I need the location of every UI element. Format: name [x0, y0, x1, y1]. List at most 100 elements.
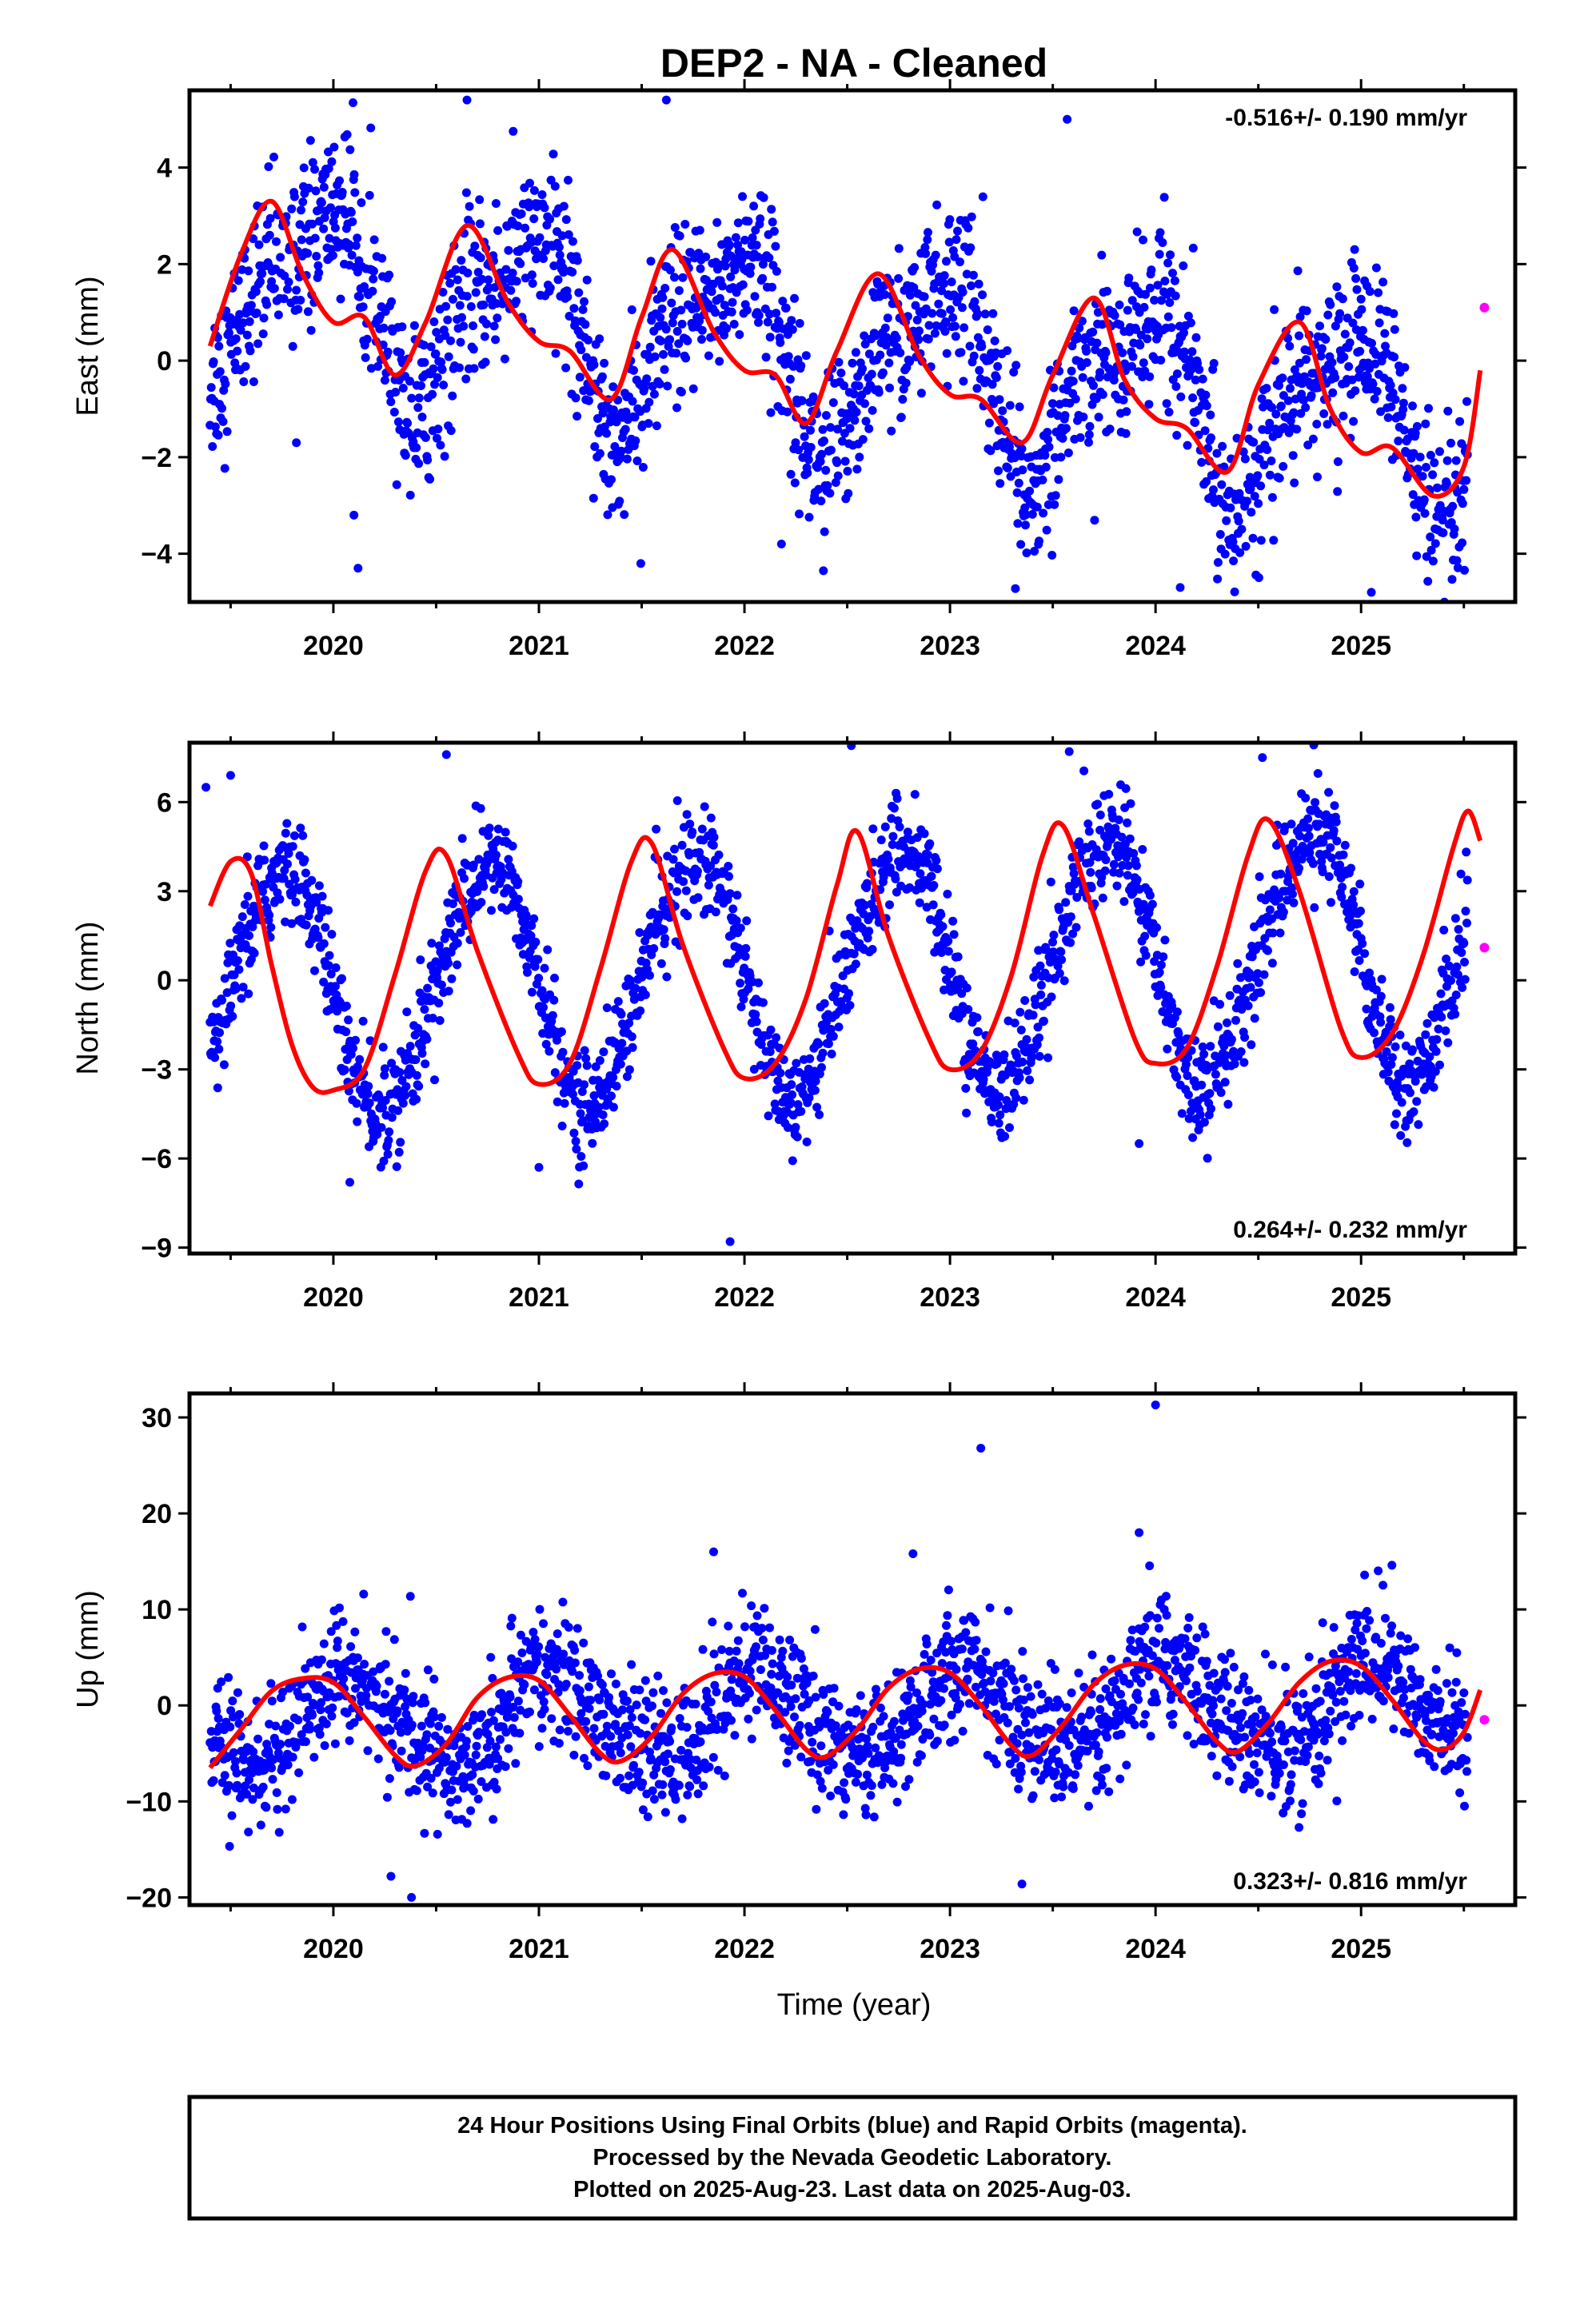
data-point: [551, 182, 560, 191]
data-point: [815, 1110, 824, 1119]
data-point: [320, 183, 329, 192]
x-tick-label: 2020: [303, 1282, 364, 1313]
data-point: [1254, 499, 1263, 508]
data-point: [569, 1751, 578, 1760]
data-point: [1411, 512, 1420, 521]
data-point: [1353, 285, 1362, 294]
data-point: [651, 353, 660, 361]
rate-annotation: 0.264+/- 0.232 mm/yr: [1233, 1217, 1467, 1243]
data-point: [249, 377, 258, 386]
data-point: [1386, 381, 1395, 389]
data-point: [1103, 287, 1111, 296]
data-point: [1039, 508, 1047, 517]
data-point: [345, 1736, 354, 1745]
data-point: [942, 257, 951, 265]
data-point: [359, 302, 368, 311]
data-point: [207, 383, 216, 392]
data-point: [337, 295, 345, 304]
data-point: [1015, 479, 1023, 488]
data-point: [484, 276, 493, 285]
data-point: [1037, 981, 1046, 990]
data-point: [1163, 1045, 1171, 1054]
data-point: [1229, 556, 1238, 565]
data-point: [636, 559, 645, 568]
data-point: [528, 270, 537, 279]
data-point: [413, 1786, 421, 1795]
data-point: [390, 1635, 399, 1644]
data-point: [1221, 1078, 1230, 1086]
data-point: [1242, 542, 1251, 551]
data-point: [331, 1740, 340, 1748]
data-point: [1113, 882, 1122, 891]
data-point: [1375, 318, 1384, 327]
data-point: [708, 287, 716, 296]
data-point: [659, 350, 668, 359]
data-point: [836, 369, 845, 377]
y-tick-label: −9: [141, 1234, 172, 1264]
data-point: [1179, 261, 1187, 270]
data-point: [1122, 429, 1131, 438]
x-tick-label: 2022: [714, 1282, 775, 1313]
data-point: [724, 1622, 732, 1631]
data-point: [1443, 456, 1452, 465]
data-point-outlier: [292, 438, 301, 447]
data-point: [1115, 301, 1124, 309]
data-point: [1344, 362, 1353, 371]
data-point: [928, 872, 936, 881]
data-point: [208, 442, 217, 451]
data-point: [1195, 365, 1203, 374]
data-point: [579, 1162, 588, 1170]
data-point: [1243, 496, 1251, 505]
data-point: [515, 1729, 524, 1738]
data-point: [953, 227, 962, 236]
data-point: [745, 1689, 754, 1698]
data-point: [1394, 436, 1402, 445]
data-point: [1399, 399, 1408, 408]
data-point: [384, 1136, 393, 1145]
data-point: [571, 1659, 580, 1668]
data-point: [1376, 1018, 1385, 1026]
data-point: [452, 1762, 461, 1771]
data-point: [767, 205, 776, 213]
data-point: [868, 824, 877, 833]
data-point: [662, 325, 671, 333]
data-point: [345, 145, 354, 154]
data-point: [1163, 399, 1171, 408]
data-point: [274, 310, 283, 319]
data-point: [501, 355, 509, 364]
data-point: [1207, 433, 1215, 442]
data-point: [1017, 1026, 1026, 1034]
data-point: [727, 1716, 736, 1725]
x-tick-label: 2023: [920, 631, 980, 661]
data-point: [758, 274, 767, 283]
data-point: [477, 804, 485, 813]
data-point: [1331, 801, 1339, 810]
data-point: [492, 199, 501, 208]
data-point: [632, 1700, 641, 1709]
data-point: [538, 987, 547, 995]
data-point: [1390, 325, 1399, 334]
data-point: [962, 1109, 971, 1118]
data-point: [536, 1605, 545, 1614]
data-point: [461, 375, 470, 384]
y-axis-label: East (mm): [71, 276, 105, 416]
data-point: [657, 959, 666, 968]
data-point: [666, 1765, 675, 1774]
data-point: [1013, 519, 1022, 528]
data-point: [417, 381, 425, 390]
data-point: [627, 1660, 636, 1669]
data-point: [782, 304, 791, 313]
data-point: [1270, 305, 1279, 314]
data-point: [401, 1702, 409, 1711]
data-point: [241, 362, 250, 371]
data-point: [555, 243, 564, 252]
data-point: [693, 867, 702, 875]
data-point: [820, 999, 829, 1008]
data-point: [717, 1645, 726, 1654]
data-point: [764, 317, 772, 326]
x-tick-label: 2025: [1331, 1282, 1391, 1313]
data-point: [635, 1768, 644, 1776]
data-point: [1129, 353, 1138, 361]
data-point: [418, 413, 427, 421]
data-point: [501, 1762, 510, 1771]
